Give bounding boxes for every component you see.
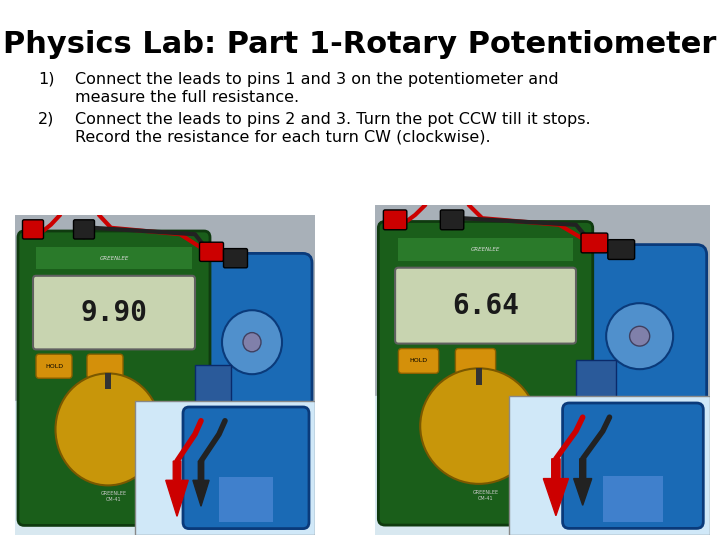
Bar xyxy=(375,396,710,535)
Bar xyxy=(36,247,192,269)
FancyBboxPatch shape xyxy=(378,221,593,525)
Circle shape xyxy=(243,333,261,352)
Circle shape xyxy=(420,368,537,484)
Text: GREENLEE
CM-41: GREENLEE CM-41 xyxy=(472,490,499,501)
Bar xyxy=(375,205,710,396)
FancyBboxPatch shape xyxy=(36,354,72,378)
Bar xyxy=(135,401,315,535)
FancyBboxPatch shape xyxy=(33,276,195,349)
Circle shape xyxy=(55,373,161,485)
Bar xyxy=(219,477,273,522)
FancyBboxPatch shape xyxy=(87,354,123,378)
FancyArrow shape xyxy=(193,461,209,506)
FancyBboxPatch shape xyxy=(559,245,706,446)
Text: measure the full resistance.: measure the full resistance. xyxy=(75,90,299,105)
FancyBboxPatch shape xyxy=(73,220,94,239)
Text: GREENLEE: GREENLEE xyxy=(471,247,500,252)
FancyBboxPatch shape xyxy=(223,248,248,268)
FancyBboxPatch shape xyxy=(183,407,309,529)
FancyBboxPatch shape xyxy=(608,240,634,259)
Bar xyxy=(475,368,482,385)
Bar xyxy=(509,396,710,535)
FancyBboxPatch shape xyxy=(455,348,495,373)
Text: HOLD: HOLD xyxy=(410,358,428,363)
Circle shape xyxy=(629,326,649,346)
FancyArrow shape xyxy=(166,461,188,516)
Text: HOLD: HOLD xyxy=(45,363,63,368)
FancyArrow shape xyxy=(574,459,592,505)
Text: Connect the leads to pins 2 and 3. Turn the pot CCW till it stops.: Connect the leads to pins 2 and 3. Turn … xyxy=(75,112,590,127)
Text: Record the resistance for each turn CW (clockwise).: Record the resistance for each turn CW (… xyxy=(75,130,490,145)
Circle shape xyxy=(222,310,282,374)
FancyBboxPatch shape xyxy=(18,231,210,525)
FancyBboxPatch shape xyxy=(383,210,407,230)
FancyBboxPatch shape xyxy=(180,253,312,449)
Bar xyxy=(15,215,315,401)
FancyBboxPatch shape xyxy=(562,403,703,529)
FancyBboxPatch shape xyxy=(199,242,223,261)
Text: Connect the leads to pins 1 and 3 on the potentiometer and: Connect the leads to pins 1 and 3 on the… xyxy=(75,72,559,87)
Bar xyxy=(15,401,315,535)
Text: GREENLEE: GREENLEE xyxy=(99,256,129,261)
FancyBboxPatch shape xyxy=(398,348,438,373)
Bar xyxy=(398,238,572,261)
Text: Physics Lab: Part 1-Rotary Potentiometer: Physics Lab: Part 1-Rotary Potentiometer xyxy=(4,30,716,59)
Bar xyxy=(195,366,231,423)
Bar xyxy=(105,373,111,389)
FancyBboxPatch shape xyxy=(441,210,464,230)
Text: 9.90: 9.90 xyxy=(81,299,148,327)
FancyBboxPatch shape xyxy=(395,268,576,343)
Circle shape xyxy=(606,303,673,369)
Text: 1): 1) xyxy=(38,72,55,87)
Text: 6.64: 6.64 xyxy=(452,292,519,320)
Bar xyxy=(603,476,663,522)
Text: GREENLEE
CM-41: GREENLEE CM-41 xyxy=(101,491,127,502)
Bar xyxy=(576,360,616,420)
FancyBboxPatch shape xyxy=(22,220,43,239)
Text: 2): 2) xyxy=(38,112,55,127)
Bar xyxy=(225,423,267,535)
Bar xyxy=(610,420,657,535)
FancyArrow shape xyxy=(544,459,569,516)
FancyBboxPatch shape xyxy=(581,233,608,253)
